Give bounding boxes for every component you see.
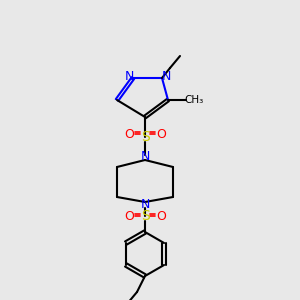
Text: O: O xyxy=(124,209,134,223)
Text: S: S xyxy=(141,209,149,223)
Text: S: S xyxy=(141,130,149,144)
Text: N: N xyxy=(140,197,150,211)
Text: N: N xyxy=(140,151,150,164)
Text: N: N xyxy=(124,70,134,83)
Text: O: O xyxy=(156,128,166,142)
Text: N: N xyxy=(161,70,171,83)
Text: CH₃: CH₃ xyxy=(184,95,204,105)
Text: O: O xyxy=(156,209,166,223)
Text: O: O xyxy=(124,128,134,142)
